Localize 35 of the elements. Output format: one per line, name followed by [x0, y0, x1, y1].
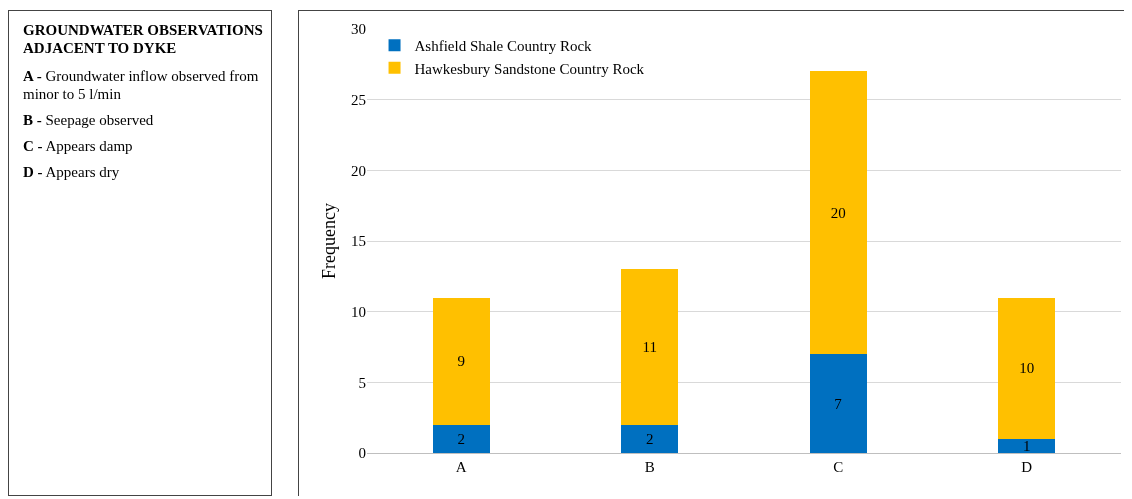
bar [621, 269, 679, 425]
data-label: 7 [834, 395, 843, 412]
text: C - Appears damp [23, 137, 134, 155]
y-tick-label: 25 [351, 91, 366, 108]
x-tick-label: B [644, 459, 655, 475]
bar [809, 354, 867, 453]
text: GROUNDWATER OBSERVATIONS ADJACENT TO DYKE [23, 21, 263, 57]
data-label: 2 [457, 430, 465, 447]
bar [432, 424, 490, 453]
bar [432, 297, 490, 425]
y-tick-label: 0 [358, 445, 366, 462]
y-tick-label: 20 [351, 162, 366, 179]
legend-label: Ashfield Shale Country Rock [414, 38, 593, 55]
data-label: 2 [646, 430, 654, 447]
y-tick-label: 10 [351, 303, 366, 320]
text: D - Appears dry [23, 163, 121, 181]
y-tick-label: 30 [351, 21, 366, 38]
y-tick-label: 15 [351, 233, 366, 250]
data-label: 9 [457, 353, 465, 370]
y-axis-title: Frequency [319, 203, 340, 279]
bar [621, 424, 679, 453]
y-tick-label: 5 [358, 374, 366, 391]
bar [998, 438, 1056, 453]
x-tick-label: C [833, 459, 844, 475]
data-label: 11 [642, 339, 657, 355]
data-label: 20 [830, 204, 846, 221]
text: A - Groundwater inflow observed from minor to 5 l/min [23, 67, 260, 103]
text: B - Seepage observed [23, 111, 155, 129]
bar [809, 71, 867, 355]
x-tick-label: D [1021, 459, 1033, 475]
bar [998, 297, 1056, 439]
data-label: 1 [1023, 437, 1031, 454]
data-label: 10 [1019, 360, 1035, 377]
legend-label: Hawkesbury Sandstone Country Rock [414, 60, 645, 77]
x-tick-label: A [455, 459, 467, 475]
